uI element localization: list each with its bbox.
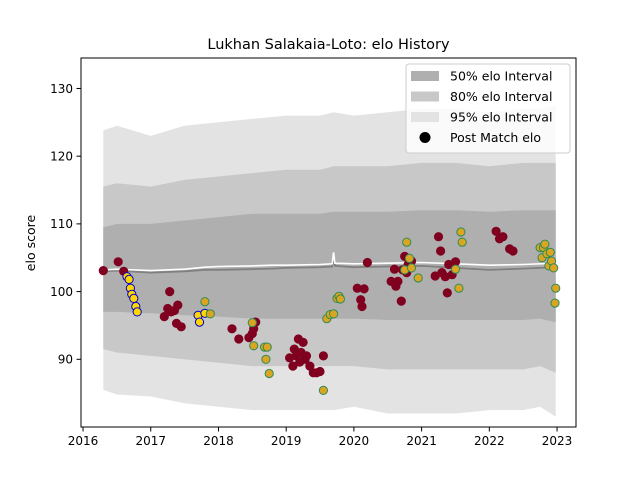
data-point: [262, 342, 272, 352]
y-tick-label: 110: [50, 217, 73, 231]
data-point: [549, 263, 559, 273]
x-tick-label: 2019: [271, 434, 302, 448]
data-point: [249, 341, 259, 351]
x-tick-label: 2018: [203, 434, 234, 448]
data-point: [247, 318, 257, 328]
legend: 50% elo Interval 80% elo Interval 95% elo …: [405, 63, 571, 154]
data-point: [491, 226, 501, 236]
data-point: [545, 247, 555, 257]
legend-label: 95% elo Interval: [450, 110, 552, 125]
data-point: [200, 297, 210, 307]
legend-label: 80% elo Interval: [450, 89, 552, 104]
data-point: [205, 309, 215, 319]
data-point: [315, 366, 325, 377]
data-point: [436, 246, 446, 256]
data-point: [396, 296, 406, 306]
data-point: [389, 264, 400, 274]
data-point: [413, 273, 423, 283]
data-point: [194, 317, 205, 327]
legend-swatch: [411, 71, 439, 81]
y-axis: 90 100 110 120 130: [50, 82, 81, 367]
data-point: [457, 237, 467, 247]
legend-swatch: [411, 112, 439, 122]
data-point: [456, 227, 466, 237]
data-point: [406, 263, 417, 273]
data-point: [404, 253, 414, 263]
data-point: [433, 232, 444, 242]
legend-label: Post Match elo: [450, 130, 541, 145]
data-point: [393, 276, 403, 286]
y-axis-label: elo score: [23, 215, 38, 272]
data-point: [165, 287, 175, 297]
x-tick-label: 2023: [542, 434, 573, 448]
data-point: [508, 246, 518, 256]
data-point: [288, 361, 298, 371]
x-axis: 2016 2017 2018 2019 2020 2021 2022 2023: [68, 427, 573, 448]
x-tick-label: 2020: [339, 434, 370, 448]
data-point: [113, 257, 123, 267]
post-match-points: [98, 226, 561, 395]
x-tick-label: 2017: [135, 434, 166, 448]
legend-label: 50% elo Interval: [450, 69, 552, 84]
data-point: [176, 322, 186, 332]
data-point: [335, 294, 345, 304]
data-point: [318, 351, 328, 361]
y-tick-label: 130: [50, 82, 73, 96]
data-point: [124, 274, 134, 284]
data-point: [98, 266, 108, 276]
data-point: [359, 284, 369, 294]
legend-box: [405, 63, 571, 154]
x-tick-label: 2022: [474, 434, 505, 448]
legend-marker: [419, 132, 431, 143]
data-point: [329, 309, 339, 319]
data-point: [261, 354, 271, 364]
data-point: [442, 288, 452, 298]
y-tick-label: 120: [50, 149, 73, 163]
data-point: [498, 232, 508, 242]
data-point: [129, 293, 139, 303]
data-point: [550, 298, 560, 308]
data-point: [402, 237, 412, 247]
data-point: [540, 239, 550, 249]
plot-frame: [80, 57, 577, 428]
data-point: [454, 283, 464, 293]
y-tick-label: 90: [58, 353, 73, 367]
data-point: [234, 334, 244, 344]
data-point: [132, 307, 142, 317]
data-point: [357, 301, 367, 312]
y-tick-label: 100: [50, 285, 73, 299]
data-point: [301, 351, 312, 361]
data-point: [264, 368, 274, 379]
data-point: [551, 283, 561, 293]
legend-swatch: [411, 91, 439, 102]
x-tick-label: 2021: [406, 434, 437, 448]
data-point: [173, 300, 183, 310]
data-point: [318, 385, 328, 395]
data-point: [298, 337, 308, 347]
data-point: [450, 264, 461, 274]
data-point: [159, 312, 169, 322]
x-tick-label: 2016: [68, 434, 99, 448]
data-point: [227, 324, 237, 334]
data-point: [362, 257, 372, 268]
chart-title: Lukhan Salakaia-Loto: elo History: [207, 37, 450, 53]
